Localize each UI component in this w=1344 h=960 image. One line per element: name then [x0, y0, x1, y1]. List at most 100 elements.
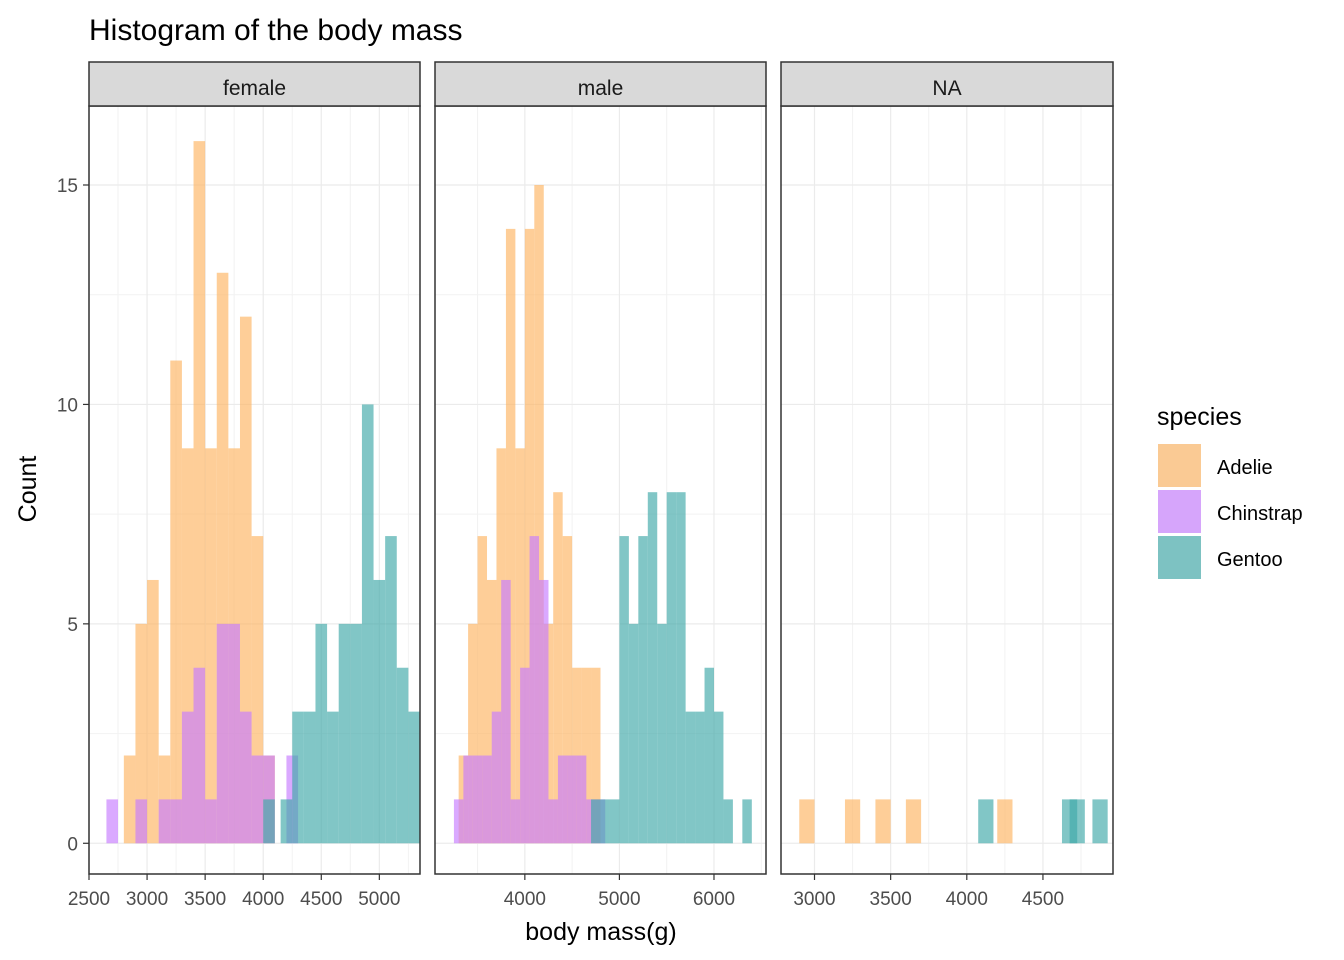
bar-gentoo [666, 492, 677, 844]
bar-adelie [515, 448, 525, 844]
bar-adelie [123, 755, 136, 844]
bar-chinstrap [472, 755, 483, 844]
bar-gentoo [361, 404, 374, 844]
bar-gentoo [350, 623, 362, 844]
bar-chinstrap [548, 799, 558, 844]
bar-gentoo [292, 711, 304, 844]
bar-chinstrap [557, 755, 568, 844]
legend: species Adelie Chinstrap Gentoo [1157, 403, 1303, 579]
bar-adelie [562, 536, 573, 844]
bar-adelie [468, 623, 478, 844]
bar-chinstrap [135, 799, 148, 844]
chart-title: Histogram of the body mass [89, 14, 463, 47]
bar-chinstrap [510, 799, 521, 844]
bar-chinstrap [216, 623, 229, 844]
bar-gentoo [1069, 799, 1085, 844]
bar-adelie [591, 667, 601, 844]
x-tick-label: 4500 [1022, 889, 1064, 910]
bar-chinstrap [239, 711, 252, 844]
bar-chinstrap [170, 799, 182, 844]
bar-adelie [135, 623, 148, 844]
bar-gentoo [315, 623, 328, 844]
legend-title: species [1157, 403, 1242, 431]
bar-gentoo [713, 711, 724, 844]
y-tick-label: 5 [67, 615, 78, 636]
bar-chinstrap [576, 755, 587, 844]
legend-swatch-adelie [1158, 444, 1201, 487]
facet-strip [780, 61, 1114, 107]
bar-chinstrap [158, 799, 171, 844]
x-tick-label: 5000 [358, 889, 400, 910]
x-tick-label: 4000 [504, 889, 546, 910]
bar-gentoo [609, 799, 620, 844]
panel-background [781, 106, 1113, 874]
y-tick-label: 0 [67, 834, 78, 855]
bar-gentoo [600, 799, 610, 844]
bar-adelie [193, 141, 206, 844]
bar-chinstrap [539, 579, 549, 844]
bar-adelie [799, 799, 815, 844]
x-tick-label: 4500 [300, 889, 342, 910]
bar-adelie [239, 316, 252, 844]
bar-gentoo [676, 492, 686, 844]
facet-strip-label: NA [932, 77, 961, 100]
bar-gentoo [704, 667, 714, 844]
bar-gentoo [647, 492, 658, 844]
bar-gentoo [373, 579, 386, 844]
bar-chinstrap [482, 755, 492, 844]
bar-gentoo [742, 799, 752, 844]
facet-strip-label: male [578, 77, 624, 100]
bar-adelie [205, 448, 217, 844]
bar-gentoo [263, 799, 275, 844]
bar-adelie [477, 536, 488, 844]
bar-chinstrap [567, 755, 577, 844]
x-tick-label: 3500 [184, 889, 226, 910]
bar-gentoo [657, 623, 667, 844]
bar-gentoo [303, 711, 316, 844]
facet-strip [434, 61, 767, 107]
bar-adelie [170, 360, 182, 844]
bar-adelie [997, 799, 1013, 844]
bar-adelie [181, 448, 194, 844]
legend-label-gentoo: Gentoo [1217, 549, 1283, 571]
y-tick-label: 15 [57, 176, 78, 197]
bar-gentoo [327, 711, 339, 844]
y-tick-label: 10 [57, 395, 78, 416]
bar-gentoo [408, 711, 420, 844]
facet-panel-na: NA 3000 3500 4000 4500 [780, 61, 1114, 910]
bar-gentoo [628, 623, 639, 844]
legend-swatch-chinstrap [1158, 490, 1201, 533]
x-tick-label: 6000 [693, 889, 735, 910]
bar-chinstrap [205, 799, 217, 844]
bar-adelie [553, 492, 563, 844]
bar-chinstrap [106, 799, 119, 844]
bar-gentoo [978, 799, 994, 844]
bar-adelie [905, 799, 922, 844]
x-tick-label: 3000 [793, 889, 835, 910]
bar-chinstrap [491, 711, 502, 844]
bar-adelie [147, 579, 159, 844]
legend-swatch-gentoo [1158, 536, 1201, 579]
bar-gentoo [396, 667, 409, 844]
facet-strip [88, 61, 421, 107]
facet-panel-female: female 2500 3000 3500 4000 4500 5000 [68, 61, 421, 910]
x-tick-label: 5000 [598, 889, 640, 910]
bar-adelie [216, 272, 229, 844]
bar-adelie [505, 228, 516, 844]
bar-chinstrap [193, 667, 206, 844]
y-axis: 0 5 10 15 [57, 176, 89, 855]
bar-adelie [251, 536, 264, 844]
x-tick-label: 4000 [946, 889, 988, 910]
bar-gentoo [685, 711, 696, 844]
legend-label-adelie: Adelie [1217, 457, 1273, 479]
bar-adelie [875, 799, 891, 844]
x-tick-label: 3000 [126, 889, 168, 910]
bar-gentoo [280, 799, 293, 844]
facet-strip-label: female [223, 77, 286, 100]
bar-chinstrap [251, 755, 264, 844]
bar-gentoo [385, 536, 397, 844]
bar-chinstrap [463, 755, 473, 844]
bar-gentoo [338, 623, 351, 844]
